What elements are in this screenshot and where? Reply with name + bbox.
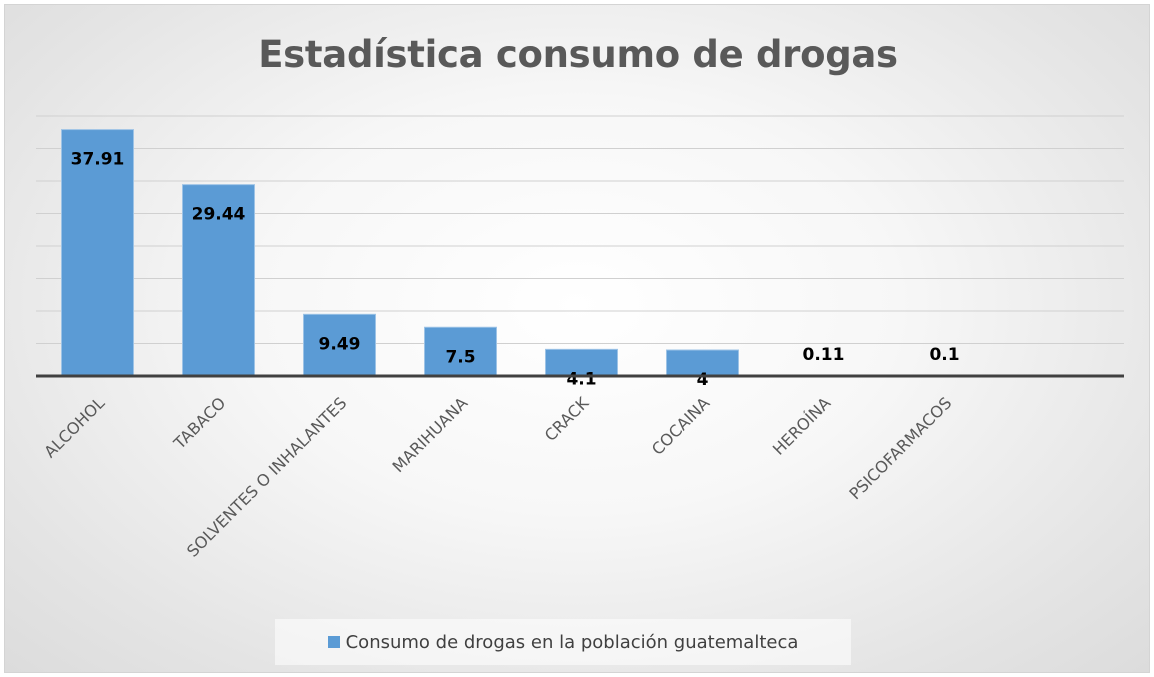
chart-legend: Consumo de drogas en la población guatem…	[275, 619, 851, 665]
x-tick-label: PSICOFARMACOS	[845, 393, 955, 503]
data-label: 4	[697, 370, 709, 390]
data-label: 0.1	[929, 345, 959, 365]
x-tick-label: TABACO	[169, 393, 229, 453]
x-tick-label: COCAINA	[648, 393, 713, 458]
data-label: 29.44	[192, 205, 246, 225]
x-tick-label: HEROÍNA	[769, 393, 834, 458]
chart-title: Estadística consumo de drogas	[258, 33, 898, 76]
bar-alcohol	[61, 129, 134, 377]
data-label: 37.91	[71, 150, 125, 170]
legend-label: Consumo de drogas en la población guatem…	[345, 631, 799, 653]
legend-swatch	[327, 636, 340, 648]
x-tick-label: ALCOHOL	[40, 393, 108, 461]
x-tick-label: CRACK	[541, 393, 593, 445]
data-label: 0.11	[803, 345, 845, 365]
bar-solventes-o-inhalantes	[303, 313, 376, 377]
data-label: 9.49	[319, 334, 361, 354]
x-tick-label: MARIHUANA	[388, 393, 471, 476]
bar-crack	[545, 348, 618, 377]
data-label: 7.5	[445, 347, 475, 367]
data-label: 4.1	[566, 369, 596, 389]
bar-marihuana	[424, 326, 497, 377]
